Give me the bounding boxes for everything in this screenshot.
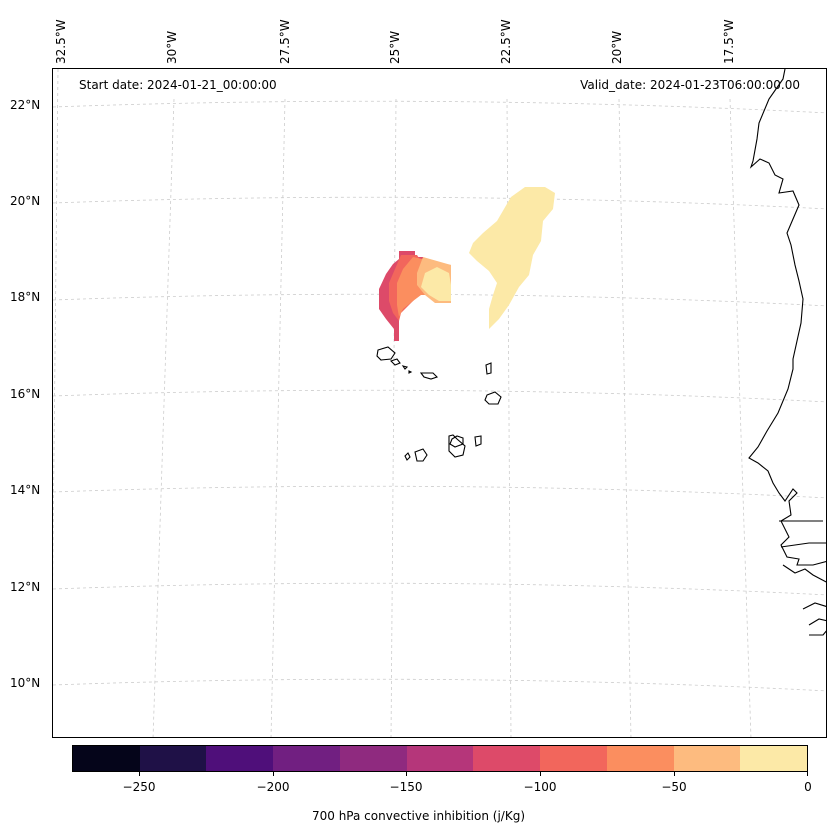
- map-panel[interactable]: Start date: 2024-01-21_00:00:00 Valid_da…: [52, 68, 827, 738]
- colorbar-segment: [206, 746, 274, 771]
- lat-label-12n: 12°N: [10, 580, 41, 594]
- colorbar-segment: [473, 746, 541, 771]
- colorbar-segment: [540, 746, 607, 771]
- lat-label-20n: 20°N: [10, 194, 41, 208]
- colorbar-segment: [339, 746, 407, 771]
- lon-label-22-5w: 22.5°W: [499, 19, 513, 64]
- colorbar-segment: [606, 746, 674, 771]
- colorbar-tick: [273, 772, 274, 776]
- colorbar-tick-label: −200: [256, 780, 290, 794]
- map-canvas: [53, 69, 826, 737]
- colorbar-segment: [673, 746, 741, 771]
- lon-label-32-5w: 32.5°W: [54, 19, 68, 64]
- lat-label-16n: 16°N: [10, 387, 41, 401]
- colorbar-tick: [406, 772, 407, 776]
- colorbar-tick: [540, 772, 541, 776]
- colorbar-segment: [406, 746, 474, 771]
- colorbar: [72, 745, 808, 772]
- colorbar-segment: [273, 746, 340, 771]
- lat-label-22n: 22°N: [10, 98, 41, 112]
- lat-label-14n: 14°N: [10, 483, 41, 497]
- lon-label-20w: 20°W: [610, 30, 624, 64]
- start-date-label: Start date: 2024-01-21_00:00:00: [79, 78, 277, 92]
- colorbar-tick-label: −150: [389, 780, 423, 794]
- west-africa-coastline: [748, 69, 826, 636]
- lon-label-30w: 30°W: [165, 30, 179, 64]
- colorbar-tick: [807, 772, 808, 776]
- valid-date-label: Valid_date: 2024-01-23T06:00:00.00: [580, 78, 800, 92]
- cin-field-east: [469, 187, 555, 329]
- colorbar-title: 700 hPa convective inhibition (j/Kg): [311, 809, 525, 823]
- lon-label-17-5w: 17.5°W: [722, 19, 736, 64]
- lon-label-25w: 25°W: [388, 30, 402, 64]
- colorbar-tick-label: −50: [661, 780, 687, 794]
- colorbar-tick-label: 0: [804, 780, 812, 794]
- colorbar-tick: [674, 772, 675, 776]
- colorbar-segment: [740, 746, 808, 771]
- lon-label-27-5w: 27.5°W: [278, 19, 292, 64]
- colorbar-tick: [139, 772, 140, 776]
- colorbar-tick-label: −100: [523, 780, 557, 794]
- lat-label-18n: 18°N: [10, 290, 41, 304]
- cin-field-west: [379, 251, 451, 341]
- colorbar-segment: [139, 746, 207, 771]
- lat-label-10n: 10°N: [10, 676, 41, 690]
- colorbar-segment: [73, 746, 140, 771]
- gridlines: [53, 69, 826, 737]
- cape-verde-islands: [376, 346, 502, 462]
- colorbar-tick-label: −250: [122, 780, 156, 794]
